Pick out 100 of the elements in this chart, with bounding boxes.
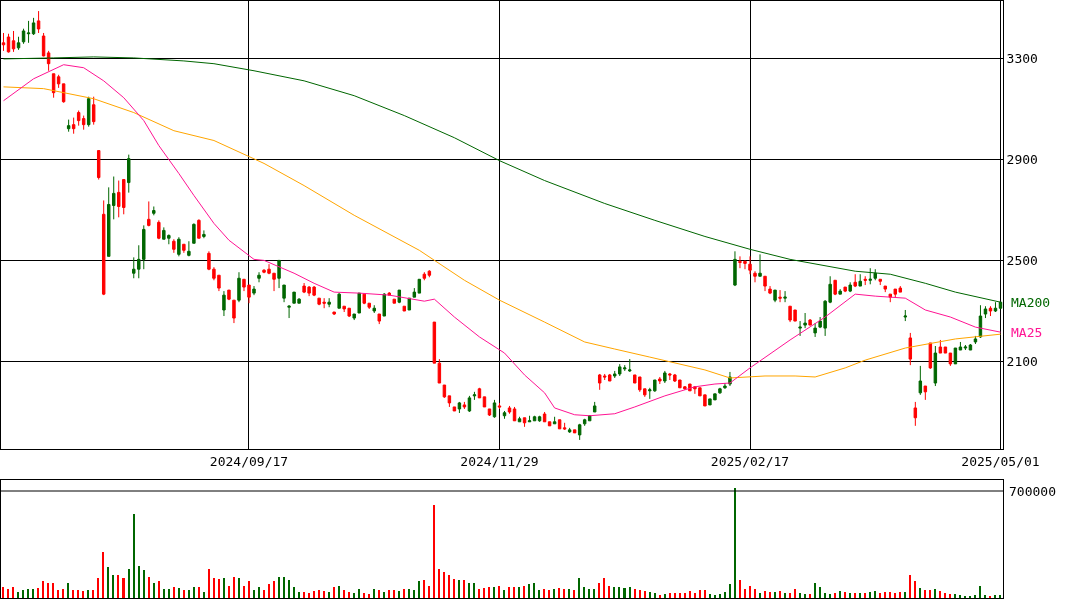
candlestick [16,36,21,51]
candlestick [863,275,867,286]
candlestick [918,365,923,396]
bar [799,593,801,598]
bar [558,588,560,598]
bar [854,593,856,598]
candlestick [943,346,948,354]
candlestick [147,200,151,227]
bar [834,593,836,598]
bar [47,583,49,598]
bar [874,591,876,598]
bar [478,589,480,598]
bar [198,587,200,598]
bar [639,590,641,598]
bar [473,583,475,598]
candlestick [557,419,562,430]
candlestick [482,396,487,408]
bar [458,580,460,598]
bar [112,575,114,598]
candlestick [447,395,452,408]
candlestick [101,199,106,296]
bar [62,589,64,598]
candlestick [277,259,281,289]
candlestick [232,299,236,324]
bar [32,589,34,598]
bar [373,589,375,598]
bar [999,595,1001,598]
candlestick [382,292,386,317]
bar [819,587,821,598]
bar [984,595,986,598]
candlestick [968,343,973,351]
bar [243,586,245,598]
candlestick [718,387,722,395]
bar [428,586,430,598]
bar [77,590,79,598]
bar [52,583,54,598]
bar [323,591,325,598]
candlestick [853,273,857,288]
bar [804,594,806,598]
bar [133,514,135,598]
candlestick [958,341,963,351]
bar [82,591,84,598]
bar [188,590,190,598]
bar [228,586,230,598]
bar [613,587,615,598]
bar [774,592,776,598]
candlestick [157,219,161,240]
bar [208,569,210,598]
bar [844,592,846,598]
candlestick [773,289,777,303]
bar [168,589,170,598]
candlestick [172,238,176,254]
bar [423,580,425,598]
candlestick [66,119,71,133]
bar [143,570,145,598]
x-tick-label: 2024/11/29 [460,453,539,469]
bar [649,592,651,598]
bar [253,590,255,598]
candlestick [337,292,341,309]
bar [699,590,701,598]
bar [814,583,816,598]
bar [914,581,916,598]
candlestick [21,28,26,45]
candlestick [903,309,908,322]
bar [979,586,981,598]
bar [734,488,736,598]
candlestick [933,345,938,387]
bar [438,569,440,598]
bar [7,589,9,598]
bar [313,591,315,598]
bar [413,590,415,598]
series-label: MA25 [1011,325,1043,340]
bar [158,581,160,598]
candlestick [197,218,201,239]
candlestick [858,273,862,287]
bar [959,595,961,598]
bar [528,584,530,598]
candlestick [502,410,507,420]
bar [669,593,671,598]
bar [343,590,345,598]
candlestick [803,312,807,329]
bar [603,578,605,598]
bar [122,578,125,598]
bar [789,593,791,598]
candlestick [31,17,36,36]
bar [203,592,205,598]
bar [453,579,455,598]
candlestick [81,115,86,131]
candlestick [748,255,752,275]
bar [674,593,676,598]
bar [22,590,24,598]
candlestick [152,205,156,216]
bar [644,591,646,598]
bar [829,594,831,598]
candlestick [372,304,376,314]
candlestick [658,376,662,385]
candlestick [587,415,592,422]
bar [263,590,265,598]
candlestick [422,271,427,281]
bar [363,593,365,598]
